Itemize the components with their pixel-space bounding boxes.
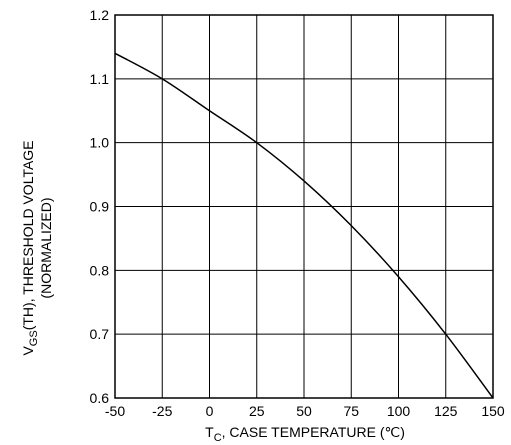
y-tick-label: 1.2 (90, 7, 110, 23)
plot-frame (114, 14, 494, 399)
y-tick-label: 0.8 (90, 262, 110, 278)
x-tick-label: 50 (296, 403, 312, 419)
y-tick-label: 0.7 (90, 326, 110, 342)
x-tick-label: 0 (206, 403, 214, 419)
x-tick-label: 125 (434, 403, 458, 419)
y-tick-labels: 0.6 0.7 0.8 0.9 1.0 1.1 1.2 (90, 7, 110, 406)
grid-lines (114, 14, 494, 399)
x-tick-label: 25 (249, 403, 265, 419)
x-tick-labels: -50 -25 0 25 50 75 100 125 150 (105, 403, 505, 419)
y-tick-label: 0.9 (90, 199, 110, 215)
x-tick-label: 100 (387, 403, 411, 419)
x-tick-label: -25 (152, 403, 172, 419)
y-axis-label-line2: (NORMALIZED) (38, 197, 54, 298)
series-line (114, 52, 494, 399)
x-tick-label: 75 (343, 403, 359, 419)
series-layer (114, 52, 494, 399)
y-tick-label: 1.1 (90, 71, 110, 87)
x-axis-label: TC, CASE TEMPERATURE (℃) (205, 424, 405, 444)
y-axis-label: VGS(TH), THRESHOLD VOLTAGE (NORMALIZED) (20, 140, 54, 355)
x-tick-label: 150 (481, 403, 505, 419)
y-tick-label: 1.0 (90, 135, 110, 151)
svg-text:VGS(TH), THRESHOLD VOLTAGE: VGS(TH), THRESHOLD VOLTAGE (20, 140, 40, 355)
y-tick-label: 0.6 (90, 390, 110, 406)
x-tick-label: -50 (105, 403, 125, 419)
